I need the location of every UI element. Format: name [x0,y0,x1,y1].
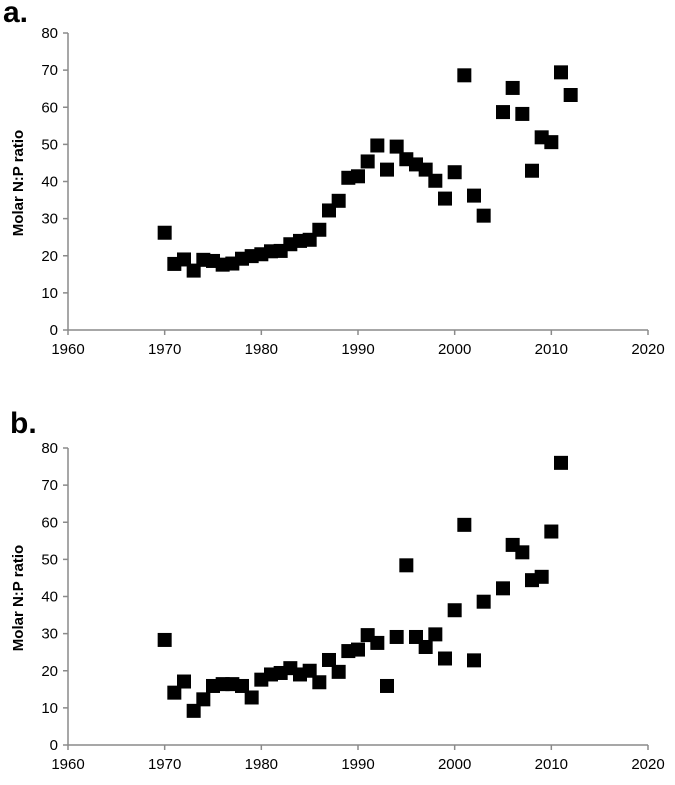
panel-b: b. Molar N:P ratio 0 10 20 30 40 50 60 70 80 1960… [10,407,665,773]
panel-b-tick-labels: 0 10 20 30 40 50 60 70 80 1960 1970 1980 1990 2000 201… [41,440,664,773]
panel-b-data-point [389,629,404,644]
panel-b-y-tick-label: 30 [41,626,58,643]
panel-b-data-point [496,581,510,596]
panel-a-y-tick-label: 10 [41,285,58,302]
panel-b-data-point [312,675,327,690]
panel-a-tick-labels: 0 10 20 30 40 50 60 70 80 1960 1970 1980 1990 2000 201… [41,25,664,358]
panel-a-data-point [515,106,530,121]
panel-b-points [157,455,568,718]
panel-a-data-point [467,188,481,203]
panel-b-data-point [196,692,211,707]
panel-b-y-tick-label: 60 [41,514,58,531]
panel-a-x-tick-label: 2020 [631,341,664,358]
panel-a-data-point [505,80,520,95]
panel-b-data-point [157,632,172,647]
panel-b-data-point [467,653,481,668]
panel-b-data-point [380,678,394,693]
panel-a-data-point [447,165,462,180]
panel-b-data-point [447,603,462,618]
panel-a-y-axis-title: Molar N:P ratio [10,130,27,236]
panel-a-data-point [418,162,433,177]
panel-b-y-tick-label: 80 [41,440,58,457]
panel-b-x-tick-label: 1960 [51,756,84,773]
panel-a-x-tick-label: 1970 [148,341,181,358]
panel-b-data-point [515,545,530,560]
panel-b-y-tick-label: 10 [41,700,58,717]
panel-a: a. Molar N:P ratio 0 10 20 30 40 50 60 70 80 1960… [3,0,665,358]
panel-b-y-tick-label: 20 [41,663,58,680]
panel-a-data-point [312,222,327,237]
panel-b-data-point [370,635,385,650]
panel-a-data-point [351,169,365,184]
panel-a-y-tick-label: 50 [41,136,58,153]
panel-b-x-tick-label: 2000 [438,756,471,773]
panel-b-y-tick-label: 0 [50,737,58,754]
panel-a-data-point [544,135,559,150]
panel-a-data-point [476,208,491,223]
panel-a-x-tick-label: 2010 [535,341,568,358]
panel-b-data-point [534,569,549,584]
panel-a-y-tick-label: 70 [41,62,58,79]
panel-b-data-point [235,678,249,693]
panel-a-label: a. [3,0,28,29]
panel-b-data-point [438,651,452,666]
panel-a-data-point [457,68,472,83]
panel-b-data-point [457,517,472,532]
panel-b-y-tick-label: 50 [41,551,58,568]
panel-b-data-point [302,663,317,678]
panel-b-x-tick-label: 2010 [535,756,568,773]
panel-b-y-tick-label: 70 [41,477,58,494]
panel-a-y-tick-label: 20 [41,248,58,265]
panel-b-x-tick-label: 1990 [341,756,374,773]
panel-b-y-axis-title: Molar N:P ratio [10,545,27,651]
panel-a-data-point [563,88,578,102]
panel-a-y-tick-label: 40 [41,174,58,191]
panel-a-points [157,65,578,278]
panel-b-data-point [331,664,346,679]
panel-b-data-point [186,703,201,718]
panel-a-data-point [360,154,375,169]
panel-a-data-point [525,163,539,178]
panel-a-data-point [331,193,346,208]
panel-a-data-point [370,138,385,153]
panel-b-data-point [544,524,559,539]
panel-a-y-tick-label: 80 [41,25,58,42]
panel-b-x-tick-label: 1980 [245,756,278,773]
panel-b-data-point [554,455,568,470]
panel-a-data-point [428,173,443,188]
panel-a-x-tick-label: 1980 [245,341,278,358]
panel-a-x-tick-label: 2000 [438,341,471,358]
panel-a-data-point [496,105,510,120]
panel-a-y-tick-label: 30 [41,211,58,228]
panel-b-axes [63,447,649,750]
panel-a-data-point [389,139,404,154]
panel-a-data-point [177,252,191,267]
panel-b-data-point [428,627,443,642]
panel-a-y-tick-label: 0 [50,322,58,339]
panel-b-data-point [167,685,182,700]
panel-b-data-point [476,594,491,609]
panel-b-x-tick-label: 1970 [148,756,181,773]
panel-b-data-point [322,652,336,667]
panel-b-data-point [177,674,191,689]
panel-b-label: b. [10,407,37,440]
panel-a-x-tick-label: 1960 [51,341,84,358]
panel-a-x-tick-label: 1990 [341,341,374,358]
panel-a-data-point [380,162,394,177]
panel-a-axes [63,32,649,335]
panel-b-data-point [399,558,414,573]
panel-b-data-point [351,642,365,657]
panel-b-data-point [418,639,433,654]
panel-a-data-point [438,191,452,206]
panel-a-y-tick-label: 60 [41,99,58,116]
panel-b-x-tick-label: 2020 [631,756,664,773]
panel-b-y-tick-label: 40 [41,589,58,606]
panel-a-data-point [186,263,201,278]
panel-b-data-point [244,690,259,705]
panel-a-data-point [157,225,172,240]
panel-a-data-point [554,65,568,80]
